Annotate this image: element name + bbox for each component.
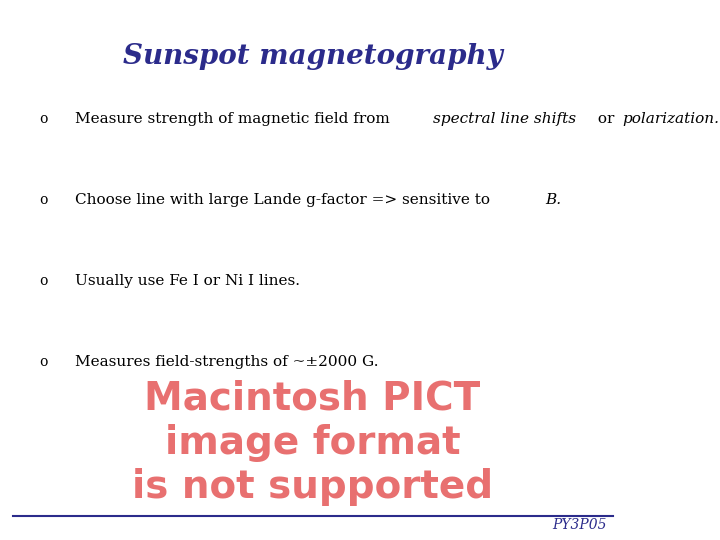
Text: PY3P05: PY3P05 xyxy=(552,518,606,532)
Text: Measure strength of magnetic field from: Measure strength of magnetic field from xyxy=(75,112,395,126)
Text: or: or xyxy=(593,112,620,126)
Text: o: o xyxy=(40,355,48,369)
Text: Macintosh PICT
image format
is not supported: Macintosh PICT image format is not suppo… xyxy=(132,380,493,506)
Text: o: o xyxy=(40,112,48,126)
Text: Choose line with large Lande g-factor => sensitive to: Choose line with large Lande g-factor =>… xyxy=(75,193,495,207)
Text: o: o xyxy=(40,193,48,207)
Text: Measures field-strengths of ~±2000 G.: Measures field-strengths of ~±2000 G. xyxy=(75,355,379,369)
Text: Sunspot magnetography: Sunspot magnetography xyxy=(122,43,503,70)
Text: spectral line shifts: spectral line shifts xyxy=(433,112,576,126)
Text: o: o xyxy=(40,274,48,288)
Text: B.: B. xyxy=(545,193,562,207)
Text: polarization.: polarization. xyxy=(623,112,720,126)
Text: Usually use Fe I or Ni I lines.: Usually use Fe I or Ni I lines. xyxy=(75,274,300,288)
